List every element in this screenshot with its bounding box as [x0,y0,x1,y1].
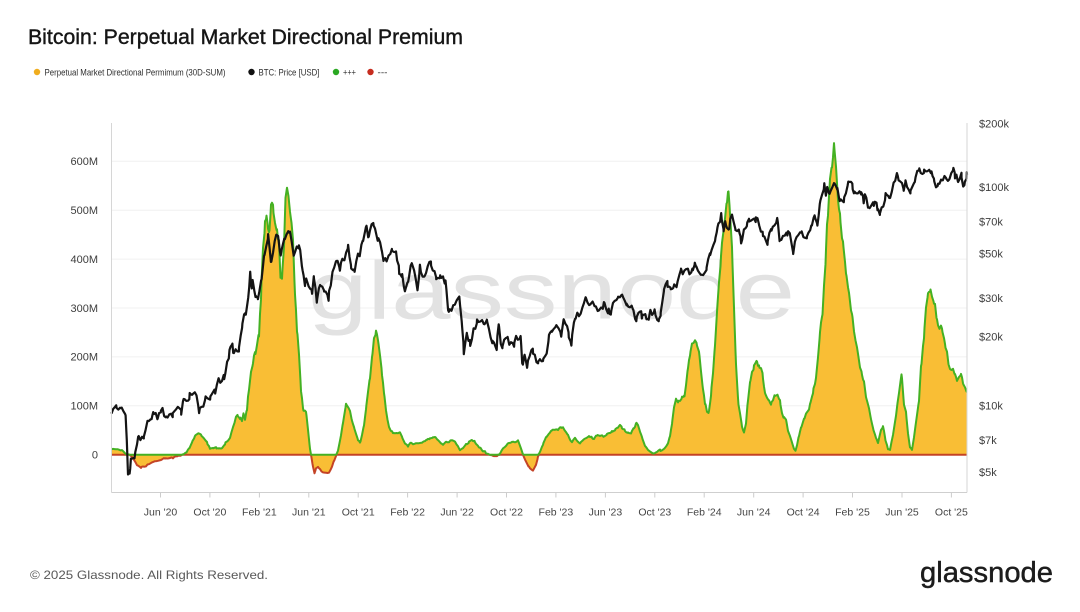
svg-text:Oct '22: Oct '22 [490,507,523,519]
svg-text:© 2025 Glassnode. All Rights R: © 2025 Glassnode. All Rights Reserved. [30,568,268,582]
svg-text:Oct '23: Oct '23 [638,507,671,519]
svg-text:Feb '21: Feb '21 [242,507,277,519]
svg-text:$200k: $200k [979,119,1009,131]
svg-text:Feb '24: Feb '24 [687,507,722,519]
svg-text:Feb '25: Feb '25 [835,507,870,519]
svg-text:Jun '23: Jun '23 [589,507,623,519]
svg-text:500M: 500M [70,205,98,217]
svg-text:$10k: $10k [979,401,1003,413]
svg-text:$70k: $70k [979,217,1003,229]
svg-text:$5k: $5k [979,467,997,479]
svg-text:400M: 400M [70,254,98,266]
svg-text:Oct '25: Oct '25 [935,507,968,519]
svg-text:300M: 300M [70,303,98,315]
svg-text:Feb '23: Feb '23 [539,507,574,519]
svg-text:600M: 600M [70,156,98,168]
svg-text:Jun '24: Jun '24 [737,507,771,519]
svg-text:Jun '20: Jun '20 [144,507,178,519]
svg-text:$7k: $7k [979,435,997,447]
svg-text:$20k: $20k [979,331,1003,343]
svg-text:Jun '21: Jun '21 [292,507,326,519]
svg-text:Oct '20: Oct '20 [193,507,226,519]
svg-text:Oct '21: Oct '21 [342,507,375,519]
svg-text:Jun '25: Jun '25 [885,507,919,519]
svg-text:$50k: $50k [979,248,1003,260]
svg-text:glassnode: glassnode [920,557,1053,589]
svg-text:BTC: Price [USD]: BTC: Price [USD] [259,67,320,78]
svg-text:$100k: $100k [979,182,1009,194]
svg-text:Feb '22: Feb '22 [390,507,425,519]
svg-text:glassnode: glassnode [308,246,795,337]
svg-text:0: 0 [92,450,98,462]
svg-text:Perpetual Market Directional P: Perpetual Market Directional Permimum (3… [45,67,226,78]
svg-text:+++: +++ [343,67,356,78]
svg-text:200M: 200M [70,352,98,364]
svg-text:$30k: $30k [979,293,1003,305]
svg-text:100M: 100M [70,401,98,413]
svg-text:Bitcoin: Perpetual Market Dire: Bitcoin: Perpetual Market Directional Pr… [28,25,463,49]
svg-text:---: --- [378,67,388,78]
svg-text:Jun '22: Jun '22 [440,507,474,519]
svg-text:Oct '24: Oct '24 [787,507,820,519]
